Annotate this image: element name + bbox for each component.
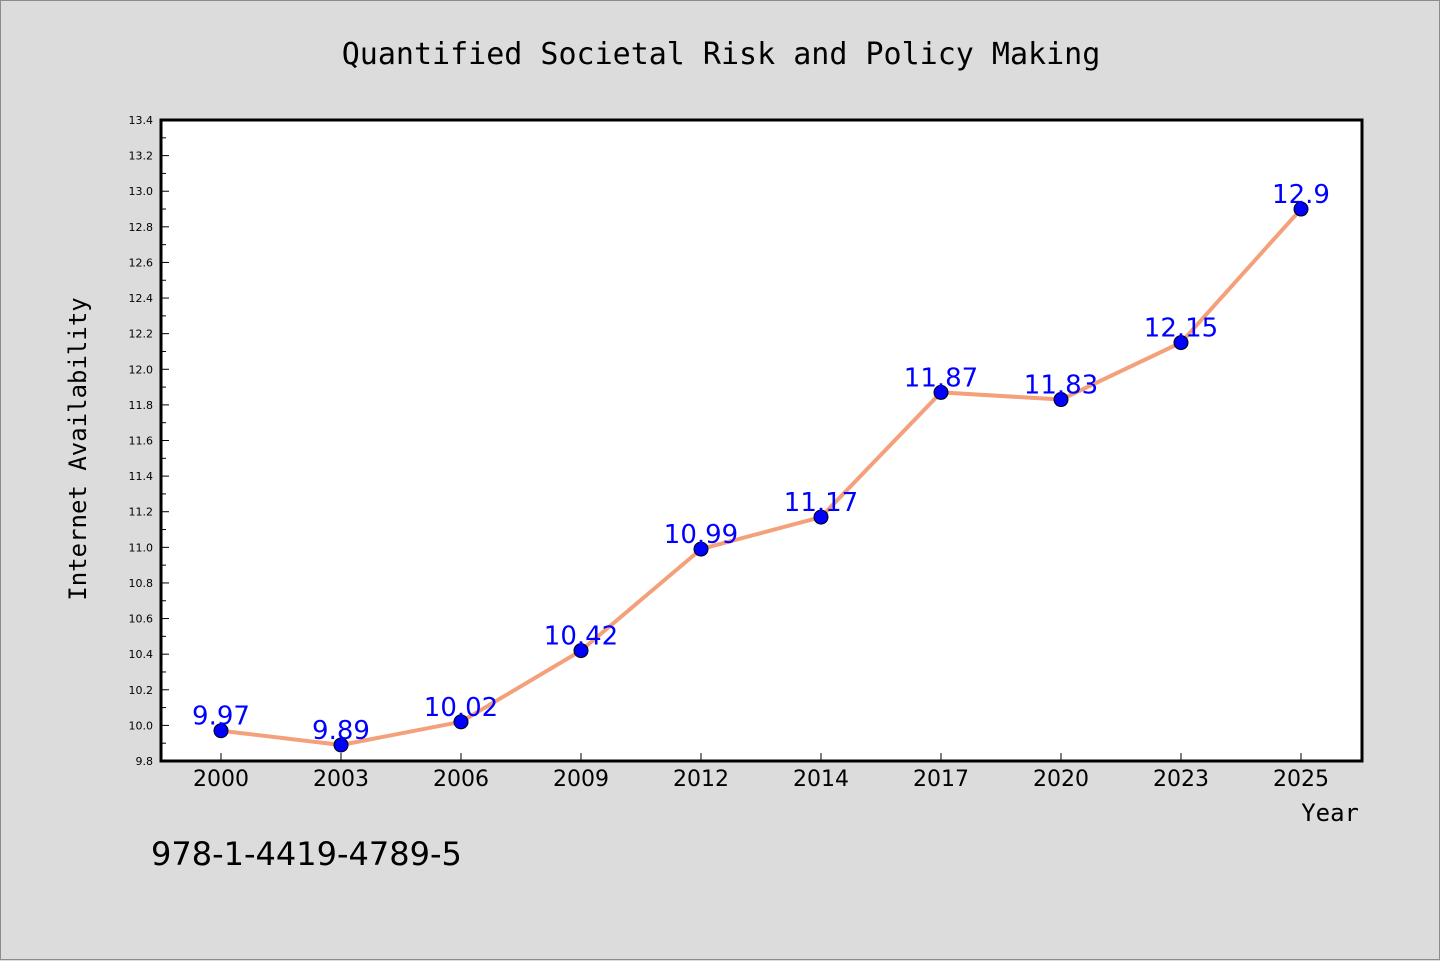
data-label: 11.87 [904, 363, 978, 393]
x-tick-label: 2003 [313, 767, 369, 792]
data-label: 11.17 [784, 488, 858, 518]
data-label: 12.15 [1144, 314, 1218, 344]
x-tick-label: 2020 [1033, 767, 1089, 792]
data-label: 10.42 [544, 622, 618, 652]
y-tick-label: 13.2 [129, 150, 154, 163]
data-label: 9.89 [312, 716, 370, 746]
x-axis: 2000 2003 2006 2009 2012 2014 2017 2020 2023 2025 [193, 753, 1329, 792]
y-tick-label: 11.2 [129, 506, 154, 519]
y-tick-label: 10.0 [129, 719, 154, 732]
y-tick-label: 12.6 [129, 256, 154, 269]
data-point [693, 541, 709, 557]
x-tick-label: 2012 [673, 767, 729, 792]
data-point [333, 737, 349, 753]
x-tick-label: 2000 [193, 767, 249, 792]
plot-area [159, 118, 1364, 763]
series-line [220, 207, 1303, 747]
x-tick-label: 2014 [793, 767, 849, 792]
y-tick-label: 10.6 [129, 613, 154, 626]
series-line-group: 9.97 9.89 10.02 10.42 10.99 11.17 11.87 11.83 12… [192, 180, 1330, 753]
data-label: 9.97 [192, 702, 250, 732]
y-tick-label: 10.8 [129, 577, 154, 590]
y-tick-label: 12.2 [129, 328, 154, 341]
data-point [1173, 335, 1189, 351]
y-tick-label: 9.8 [136, 755, 154, 768]
footnote-isbn: 978-1-4419-4789-5 [151, 835, 462, 873]
y-axis-label: Internet Availability [64, 297, 92, 600]
data-label: 11.83 [1024, 371, 1098, 401]
y-axis: 9.8 10.0 10.2 10.4 10.6 10.8 11.0 11.2 11.4 11.6 1… [129, 114, 169, 768]
y-tick-label: 12.8 [129, 221, 154, 234]
x-tick-label: 2006 [433, 767, 489, 792]
x-tick-label: 2009 [553, 767, 609, 792]
chart-title: Quantified Societal Risk and Policy Maki… [342, 37, 1101, 72]
y-tick-label: 10.2 [129, 684, 154, 697]
y-tick-label: 13.4 [129, 114, 154, 127]
data-label: 10.99 [664, 520, 738, 550]
x-axis-label: Year [1301, 799, 1359, 827]
data-point [933, 384, 949, 400]
data-label: 10.02 [424, 693, 498, 723]
data-point [1053, 392, 1069, 408]
data-point [213, 723, 229, 739]
data-label: 12.9 [1272, 180, 1330, 210]
y-tick-label: 12.4 [129, 292, 154, 305]
x-tick-label: 2025 [1273, 767, 1329, 792]
data-point [453, 714, 469, 730]
y-tick-label: 13.0 [129, 185, 154, 198]
y-tick-label: 10.4 [129, 648, 154, 661]
y-tick-label: 12.0 [129, 363, 154, 376]
y-tick-label: 11.0 [129, 541, 154, 554]
x-tick-label: 2023 [1153, 767, 1209, 792]
data-point [813, 509, 829, 525]
y-tick-label: 11.6 [129, 435, 154, 448]
data-point [573, 643, 589, 659]
y-tick-label: 11.4 [129, 470, 154, 483]
data-point [1293, 201, 1309, 217]
y-tick-label: 11.8 [129, 399, 154, 412]
x-tick-label: 2017 [913, 767, 969, 792]
